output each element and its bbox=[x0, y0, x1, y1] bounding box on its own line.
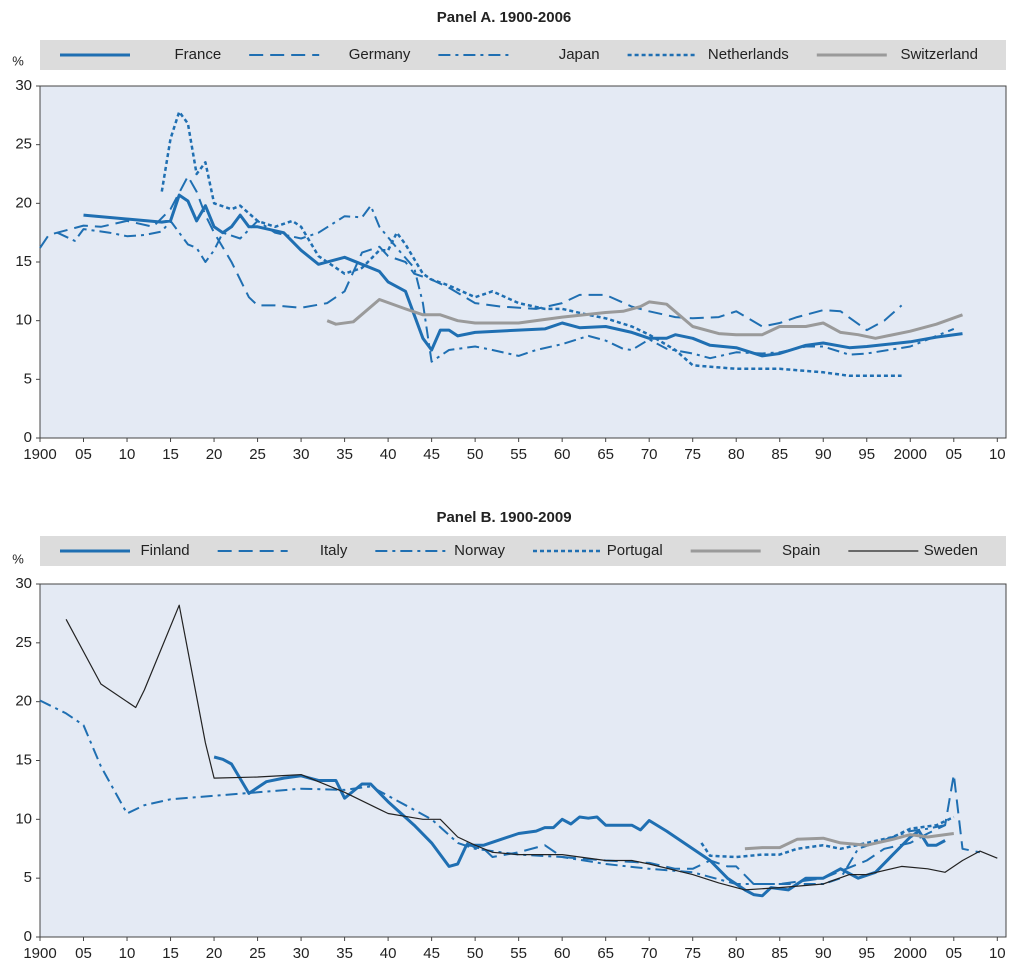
x-tick-label: 95 bbox=[858, 446, 875, 463]
x-tick-label: 60 bbox=[554, 446, 571, 463]
panel-title: Panel B. 1900-2009 bbox=[436, 509, 571, 526]
series-line bbox=[700, 815, 955, 859]
legend-label: Germany bbox=[349, 46, 411, 63]
x-tick-label: 35 bbox=[336, 446, 353, 463]
x-tick-label: 75 bbox=[684, 446, 701, 463]
x-tick-label: 65 bbox=[597, 446, 614, 463]
x-tick-label: 05 bbox=[75, 945, 92, 962]
y-tick-label: 5 bbox=[24, 370, 32, 387]
series-line bbox=[56, 204, 955, 363]
plot-area bbox=[39, 85, 1007, 439]
x-tick-label: 50 bbox=[467, 945, 484, 962]
x-tick-label: 40 bbox=[380, 446, 397, 463]
x-tick-label: 60 bbox=[554, 945, 571, 962]
legend-label: Italy bbox=[320, 542, 348, 559]
legend bbox=[40, 536, 1006, 566]
x-tick-label: 15 bbox=[162, 945, 179, 962]
x-tick-label: 70 bbox=[641, 446, 658, 463]
y-tick-label: 20 bbox=[15, 693, 32, 710]
x-tick-label: 85 bbox=[771, 446, 788, 463]
y-tick-label: 0 bbox=[24, 928, 32, 945]
x-tick-label: 2000 bbox=[894, 446, 927, 463]
y-tick-label: 25 bbox=[15, 634, 32, 651]
x-tick-label: 05 bbox=[945, 945, 962, 962]
x-tick-label: 55 bbox=[510, 446, 527, 463]
x-tick-label: 90 bbox=[815, 446, 832, 463]
y-axis-label: % bbox=[12, 53, 24, 68]
x-tick-label: 40 bbox=[380, 945, 397, 962]
x-tick-label: 20 bbox=[206, 945, 223, 962]
x-tick-label: 1900 bbox=[23, 446, 56, 463]
series-line bbox=[326, 298, 964, 340]
legend-label: Norway bbox=[454, 542, 505, 559]
plot-area bbox=[39, 583, 1007, 938]
x-tick-label: 15 bbox=[162, 446, 179, 463]
y-tick-label: 5 bbox=[24, 869, 32, 886]
x-tick-label: 2000 bbox=[894, 945, 927, 962]
x-tick-label: 10 bbox=[119, 446, 136, 463]
x-tick-label: 50 bbox=[467, 446, 484, 463]
y-tick-label: 30 bbox=[15, 77, 32, 94]
series-line bbox=[39, 699, 946, 885]
x-tick-label: 35 bbox=[336, 945, 353, 962]
x-tick-label: 85 bbox=[771, 945, 788, 962]
y-tick-label: 20 bbox=[15, 194, 32, 211]
x-tick-label: 25 bbox=[249, 446, 266, 463]
series-line bbox=[744, 832, 954, 851]
x-tick-label: 10 bbox=[989, 945, 1006, 962]
y-tick-label: 15 bbox=[15, 751, 32, 768]
legend-label: Switzerland bbox=[900, 46, 978, 63]
y-axis-label: % bbox=[12, 551, 24, 566]
x-tick-label: 05 bbox=[75, 446, 92, 463]
panel-title: Panel A. 1900-2006 bbox=[437, 9, 572, 26]
x-tick-label: 75 bbox=[684, 945, 701, 962]
legend-label: Netherlands bbox=[708, 46, 789, 63]
series-line bbox=[160, 110, 902, 378]
x-tick-label: 25 bbox=[249, 945, 266, 962]
series-line bbox=[83, 193, 963, 358]
series-line bbox=[65, 604, 998, 891]
x-tick-label: 45 bbox=[423, 446, 440, 463]
legend-label: Sweden bbox=[924, 542, 978, 559]
x-tick-label: 30 bbox=[293, 446, 310, 463]
y-tick-label: 10 bbox=[15, 810, 32, 827]
x-tick-label: 80 bbox=[728, 945, 745, 962]
legend-label: France bbox=[175, 46, 222, 63]
x-tick-label: 55 bbox=[510, 945, 527, 962]
legend-label: Japan bbox=[559, 46, 600, 63]
x-tick-label: 95 bbox=[858, 945, 875, 962]
legend-label: Finland bbox=[140, 542, 189, 559]
y-tick-label: 15 bbox=[15, 253, 32, 270]
x-tick-label: 45 bbox=[423, 945, 440, 962]
x-tick-label: 1900 bbox=[23, 945, 56, 962]
x-tick-label: 20 bbox=[206, 446, 223, 463]
x-tick-label: 10 bbox=[119, 945, 136, 962]
x-tick-label: 30 bbox=[293, 945, 310, 962]
x-tick-label: 65 bbox=[597, 945, 614, 962]
y-tick-label: 0 bbox=[24, 429, 32, 446]
y-tick-label: 25 bbox=[15, 136, 32, 153]
y-tick-label: 30 bbox=[15, 575, 32, 592]
x-tick-label: 70 bbox=[641, 945, 658, 962]
x-tick-label: 05 bbox=[945, 446, 962, 463]
x-tick-label: 80 bbox=[728, 446, 745, 463]
legend-label: Spain bbox=[782, 542, 820, 559]
x-tick-label: 90 bbox=[815, 945, 832, 962]
y-tick-label: 10 bbox=[15, 312, 32, 329]
x-tick-label: 10 bbox=[989, 446, 1006, 463]
legend-label: Portugal bbox=[607, 542, 663, 559]
